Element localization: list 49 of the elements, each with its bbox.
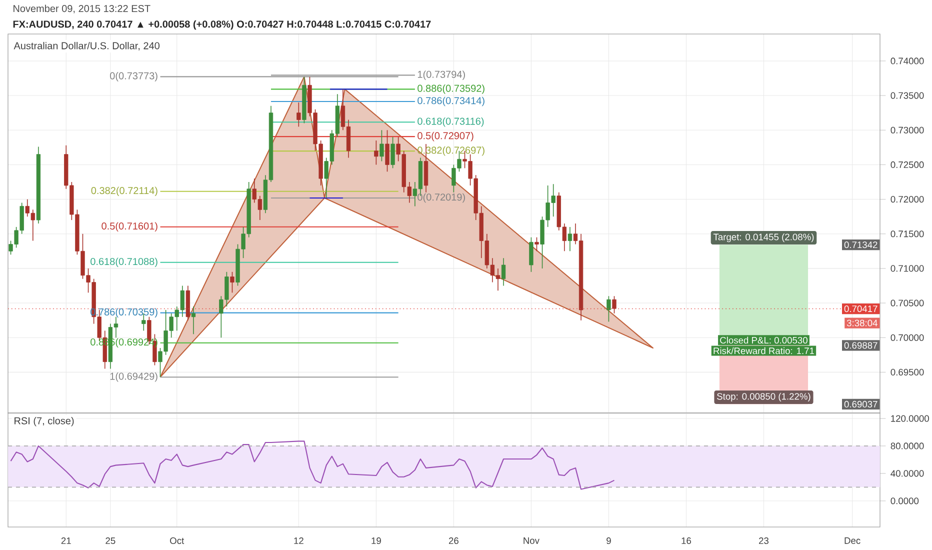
y-tick-label: 0.71500 bbox=[890, 230, 924, 238]
x-tick-label: 19 bbox=[372, 537, 381, 544]
y-tick-label: 120.0000 bbox=[891, 415, 929, 422]
y-tick-label: 80.0000 bbox=[890, 442, 924, 450]
y-tick-label: 0.0000 bbox=[890, 498, 919, 504]
annotation: 0.71342 bbox=[844, 242, 878, 248]
chart-subtitle: FX:AUDUSD, 240 0.70417 ▲ +0.00058 (+0.08%) O:0.70427 H:0.70448 L:0.70415 C:0.70417 bbox=[13, 20, 431, 30]
y-tick-label: 0.73500 bbox=[890, 92, 924, 99]
annotation: 0.618(0.71088) bbox=[90, 258, 158, 268]
x-tick-label: Oct bbox=[170, 537, 184, 544]
annotation: 1(0.73794) bbox=[418, 70, 465, 80]
y-tick-label: 0.72000 bbox=[890, 196, 924, 203]
annotation: Closed P&L: 0.00530 bbox=[720, 336, 808, 344]
annotation: 1(0.69429) bbox=[110, 372, 158, 382]
x-tick-label: 12 bbox=[294, 537, 304, 544]
annotation: 0.69887 bbox=[844, 342, 878, 349]
x-tick-label: 23 bbox=[759, 537, 769, 544]
annotation: 0.5(0.71601) bbox=[102, 222, 158, 232]
y-tick-label: 0.71000 bbox=[890, 265, 924, 272]
annotation: 0.382(0.72114) bbox=[91, 186, 158, 196]
annotation: Risk/Reward Ratio: 1.71 bbox=[714, 347, 814, 354]
annotation: 0.786(0.73414) bbox=[418, 96, 484, 106]
ref-line-label: 0.70417 bbox=[844, 305, 878, 312]
chart-title: RSI (7, close) bbox=[14, 416, 74, 426]
x-tick-label: Nov bbox=[524, 537, 540, 544]
y-tick-label: 0.74000 bbox=[890, 58, 924, 64]
data-label: Stop: 0.00850 (1.22%) bbox=[717, 392, 810, 402]
annotation: 0(0.72019) bbox=[418, 193, 465, 203]
data-label: Target: 0.01455 (2.08%) bbox=[713, 233, 814, 242]
y-tick-label: 0.73000 bbox=[890, 126, 924, 134]
y-tick-label: 0.70500 bbox=[890, 300, 924, 306]
x-tick-label: 26 bbox=[448, 537, 458, 544]
y-tick-label: 0.70000 bbox=[890, 334, 924, 341]
x-tick-label: Dec bbox=[844, 537, 860, 544]
annotation: 0.69037 bbox=[844, 400, 878, 408]
x-tick-label: 16 bbox=[682, 537, 691, 544]
text: November 09, 2015 13:22 EST bbox=[14, 4, 150, 14]
x-tick-label: 21 bbox=[61, 537, 71, 544]
x-tick-label: 9 bbox=[606, 537, 611, 544]
annotation: 0(0.73773) bbox=[110, 72, 158, 82]
annotation: 0.618(0.73116) bbox=[418, 117, 484, 127]
y-tick-label: 40.0000 bbox=[890, 470, 924, 477]
text: Australian Dollar/U.S. Dollar, 240 bbox=[14, 42, 160, 50]
annotation: 3:38:04 bbox=[846, 320, 878, 326]
y-tick-label: 0.69500 bbox=[890, 368, 924, 376]
annotation: 0.5(0.72907) bbox=[418, 132, 474, 142]
annotation: 0.886(0.73592) bbox=[418, 84, 484, 94]
x-tick-label: 25 bbox=[106, 537, 116, 544]
y-tick-label: 0.72500 bbox=[890, 161, 924, 168]
